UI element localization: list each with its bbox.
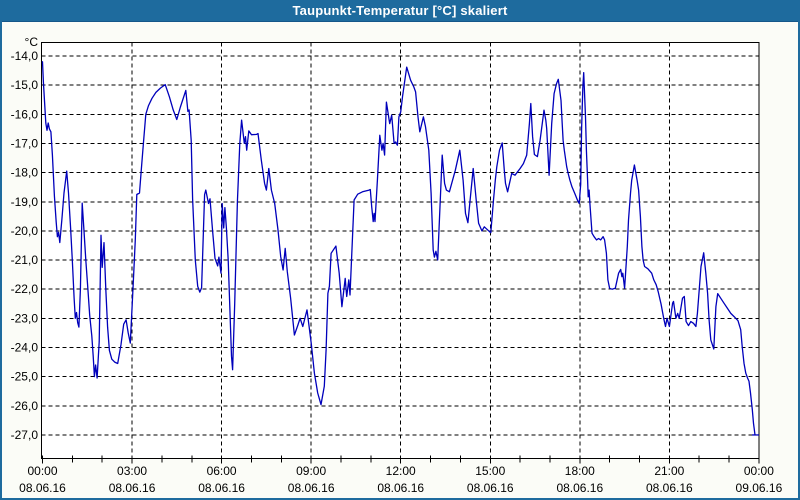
x-tick-time-label: 06:00 [207,464,237,478]
y-unit-label: °C [25,35,39,49]
chart-area: °C -14,0 -15,0 -16,0 -17,0 -18,0 -19,0 -20,0 -21… [4,21,798,498]
y-tick-label: -22,0 [11,282,39,296]
y-tick-label: -21,0 [11,253,39,267]
x-tick-date-label: 08.06.16 [556,481,603,495]
y-tick-label: -25,0 [11,370,39,384]
x-tick-date-label: 08.06.16 [467,481,514,495]
data-line [41,61,756,436]
x-tick-time-label: 21:00 [654,464,684,478]
x-tick-date-label: 08.06.16 [198,481,245,495]
y-tick-label: -23,0 [11,311,39,325]
x-tick-time-label: 15:00 [475,464,505,478]
y-tick-label: -20,0 [11,224,39,238]
y-tick-label: -27,0 [11,428,39,442]
x-tick-date-label: 08.06.16 [288,481,335,495]
y-tick-label: -15,0 [11,78,39,92]
x-tick-date-label: 08.06.16 [19,481,66,495]
x-tick-date-label: 08.06.16 [109,481,156,495]
y-tick-label: -14,0 [11,49,39,63]
x-tick-time-label: 00:00 [744,464,774,478]
chart-canvas: °C-14,0 -15,0 -16,0 -17,0 -18,0 -19,0 -20,0 -21… [11,35,783,495]
x-tick-time-label: 03:00 [117,464,147,478]
x-tick-time-label: 18:00 [565,464,595,478]
y-tick-label: -24,0 [11,341,39,355]
x-tick-date-label: 09.06.16 [736,481,783,495]
y-tick-label: -17,0 [11,136,39,150]
x-tick-date-label: 08.06.16 [646,481,693,495]
y-tick-label: -16,0 [11,107,39,121]
title-bar: Taupunkt-Temperatur [°C] skaliert [2,0,798,22]
y-tick-label: -18,0 [11,166,39,180]
x-tick-time-label: 09:00 [296,464,326,478]
x-tick-time-label: 00:00 [27,464,57,478]
x-tick-time-label: 12:00 [386,464,416,478]
x-tick-date-label: 08.06.16 [377,481,424,495]
y-tick-label: -19,0 [11,195,39,209]
y-tick-label: -26,0 [11,399,39,413]
window-title: Taupunkt-Temperatur [°C] skaliert [292,3,508,18]
